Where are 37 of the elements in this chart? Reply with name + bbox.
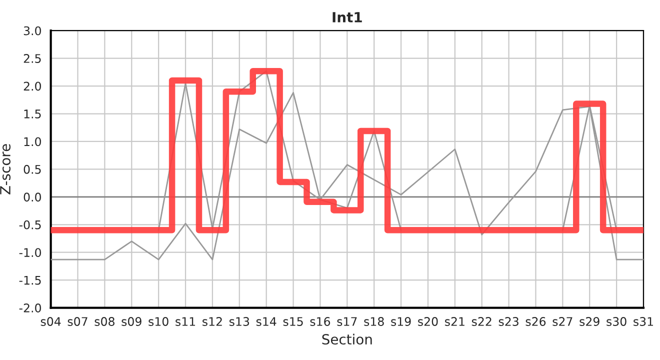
x-tick-label: s14 [256, 317, 276, 326]
y-tick-label: 1.5 [24, 110, 41, 118]
x-axis-title: Section [322, 334, 372, 345]
x-tick-label: s21 [444, 317, 464, 326]
x-tick-label: s26 [526, 317, 546, 326]
x-tick-label: s12 [202, 317, 222, 326]
x-tick-label: s11 [176, 317, 196, 326]
x-tick-label: s27 [552, 317, 572, 326]
y-tick-label: -1.0 [19, 248, 42, 258]
y-tick-label: 3.0 [24, 26, 42, 36]
x-tick-label: s30 [606, 317, 626, 326]
x-tick-label: s13 [229, 317, 250, 326]
x-tick-label: s19 [391, 317, 411, 326]
x-tick-label: s07 [68, 317, 88, 326]
x-tick-label: s31 [634, 317, 653, 326]
y-tick-label: 0.0 [24, 192, 42, 202]
x-tick-label: s22 [472, 317, 492, 326]
y-tick-label: 0.5 [24, 164, 41, 174]
x-tick-label: s10 [148, 317, 168, 326]
y-tick-label: 1.0 [24, 137, 42, 146]
x-tick-label: s29 [580, 317, 600, 326]
y-tick-label: -0.5 [19, 220, 41, 230]
x-tick-label: s08 [94, 317, 114, 326]
x-tick-label: s20 [418, 317, 438, 326]
y-tick-label: -1.5 [19, 276, 41, 285]
chart-title: Int1 [332, 12, 362, 22]
x-tick-label: s16 [310, 317, 330, 326]
x-tick-label: s15 [283, 317, 303, 326]
y-tick-label: 2.0 [24, 82, 42, 91]
x-tick-label: s09 [122, 317, 142, 326]
x-tick-label: s18 [364, 317, 384, 326]
y-tick-label: 2.5 [24, 54, 41, 63]
y-tick-label: -2.0 [19, 304, 42, 312]
x-tick-label: s23 [498, 317, 518, 326]
x-tick-label: s17 [337, 317, 357, 326]
y-axis-title: Z-score [0, 144, 11, 194]
x-tick-label: s04 [40, 317, 61, 326]
